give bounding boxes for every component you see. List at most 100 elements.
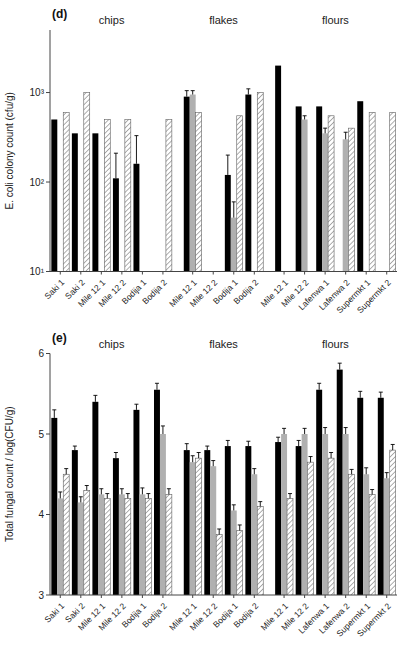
error-cap bbox=[276, 437, 280, 438]
error-line bbox=[162, 426, 163, 434]
x-tick bbox=[142, 272, 143, 275]
error-line bbox=[192, 456, 193, 462]
error-cap bbox=[317, 383, 321, 384]
error-line bbox=[319, 383, 320, 389]
bar bbox=[245, 446, 251, 595]
bar bbox=[316, 390, 322, 595]
bar bbox=[133, 410, 139, 595]
error-line bbox=[66, 469, 67, 475]
error-line bbox=[198, 453, 199, 459]
panel-title: (e) bbox=[52, 331, 67, 345]
error-line bbox=[186, 444, 187, 450]
bars bbox=[51, 66, 395, 272]
error-cap bbox=[323, 427, 327, 428]
error-cap bbox=[246, 88, 250, 89]
error-cap bbox=[226, 155, 230, 156]
error-line bbox=[325, 428, 326, 434]
x-tick bbox=[233, 272, 234, 275]
error-line bbox=[213, 461, 214, 467]
error-line bbox=[233, 505, 234, 511]
error-cap bbox=[79, 496, 83, 497]
bar bbox=[139, 494, 145, 595]
x-tick bbox=[345, 595, 346, 598]
error-cap bbox=[185, 443, 189, 444]
error-bar bbox=[85, 486, 89, 491]
error-bar bbox=[114, 153, 118, 178]
error-line bbox=[304, 116, 305, 120]
x-tick-label: Bodija 2 bbox=[231, 601, 260, 630]
error-cap bbox=[197, 452, 201, 453]
error-cap bbox=[52, 409, 56, 410]
x-tick bbox=[284, 595, 285, 598]
x-tick-label: Saki 1 bbox=[42, 601, 66, 625]
error-bar bbox=[385, 473, 389, 479]
error-line bbox=[248, 89, 249, 95]
x-tick bbox=[284, 272, 285, 275]
error-bar bbox=[323, 428, 327, 434]
y-tick bbox=[46, 353, 50, 354]
error-bar bbox=[246, 441, 250, 446]
x-tick bbox=[101, 272, 102, 275]
error-bar bbox=[197, 453, 201, 459]
x-tick-label: Supermkt 2 bbox=[355, 277, 393, 315]
bar bbox=[328, 458, 334, 595]
error-line bbox=[345, 428, 346, 434]
y-tick-label: 6 bbox=[38, 348, 44, 359]
x-tick bbox=[60, 595, 61, 598]
error-line bbox=[86, 486, 87, 491]
error-bar bbox=[146, 494, 150, 499]
error-bar bbox=[114, 453, 118, 459]
x-tick bbox=[80, 595, 81, 598]
error-bar bbox=[120, 489, 124, 495]
error-cap bbox=[64, 468, 68, 469]
x-tick bbox=[213, 595, 214, 598]
bar bbox=[308, 462, 314, 595]
bar bbox=[349, 128, 355, 271]
bar bbox=[322, 434, 328, 595]
error-cap bbox=[358, 391, 362, 392]
error-cap bbox=[161, 425, 165, 426]
x-tick-label: Bodija 2 bbox=[140, 277, 169, 306]
y-tick bbox=[46, 271, 50, 272]
error-bar bbox=[303, 116, 307, 120]
error-cap bbox=[211, 460, 215, 461]
error-line bbox=[227, 155, 228, 175]
error-bar bbox=[282, 428, 286, 434]
bar bbox=[357, 101, 363, 271]
error-cap bbox=[282, 428, 286, 429]
bar bbox=[231, 218, 237, 272]
error-bar bbox=[238, 525, 242, 531]
error-bar bbox=[370, 490, 374, 495]
error-cap bbox=[370, 489, 374, 490]
error-cap bbox=[329, 452, 333, 453]
error-bar bbox=[64, 469, 68, 475]
bar bbox=[343, 139, 349, 271]
error-bar bbox=[99, 489, 103, 495]
x-tick-label: Bodija 2 bbox=[231, 277, 260, 306]
error-bar bbox=[232, 505, 236, 511]
bar bbox=[343, 434, 349, 595]
error-bar bbox=[252, 469, 256, 475]
error-bar bbox=[226, 155, 230, 175]
y-tick-label: 3 bbox=[38, 590, 44, 601]
bar bbox=[196, 458, 202, 595]
error-cap bbox=[217, 528, 221, 529]
error-cap bbox=[191, 455, 195, 456]
bar bbox=[237, 531, 243, 595]
error-bar bbox=[226, 440, 230, 446]
x-tick bbox=[304, 595, 305, 598]
error-line bbox=[127, 494, 128, 499]
error-line bbox=[115, 153, 116, 178]
bar bbox=[357, 398, 363, 595]
bar bbox=[125, 119, 131, 271]
error-line bbox=[54, 410, 55, 418]
error-line bbox=[186, 91, 187, 97]
error-bar bbox=[379, 392, 383, 398]
error-cap bbox=[379, 392, 383, 393]
bar bbox=[190, 95, 196, 272]
y-tick-label: 4 bbox=[38, 509, 44, 520]
bar bbox=[225, 175, 231, 272]
error-line bbox=[60, 492, 61, 498]
bar bbox=[154, 390, 160, 595]
error-bar bbox=[338, 363, 342, 369]
